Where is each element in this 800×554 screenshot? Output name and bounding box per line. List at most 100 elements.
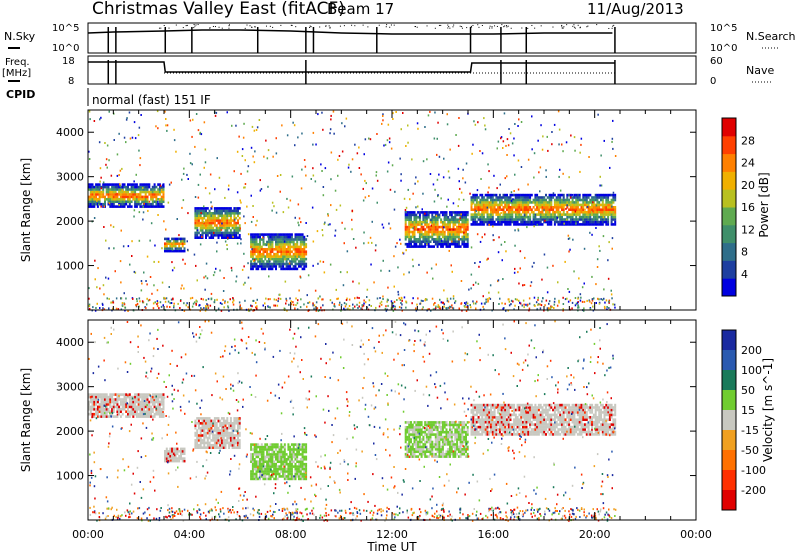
heat-cell <box>525 196 528 199</box>
ground-cell <box>343 302 346 305</box>
heat-cell <box>196 221 199 225</box>
ground-cell <box>460 302 462 305</box>
heat-cell <box>91 398 94 401</box>
scatter-cell <box>350 170 352 173</box>
scatter-cell <box>551 131 553 133</box>
scatter-cell <box>210 292 213 295</box>
heat-cell <box>262 450 265 454</box>
scatter-cell <box>371 187 374 190</box>
scatter-cell <box>405 145 407 147</box>
heat-cell <box>278 260 281 263</box>
ground-cell <box>213 301 216 304</box>
heat-cell <box>568 201 571 204</box>
heat-cell <box>502 215 505 219</box>
heat-cell <box>176 457 179 460</box>
heat-cell <box>410 230 412 234</box>
ground-cell <box>297 299 299 302</box>
heat-cell <box>273 465 276 468</box>
scatter-cell <box>323 223 326 226</box>
heat-cell <box>433 245 435 248</box>
heat-cell <box>440 211 443 214</box>
scatter-cell <box>386 139 389 142</box>
heat-cell <box>109 410 112 413</box>
scatter-cell <box>163 185 165 188</box>
scatter-cell <box>571 193 574 196</box>
heat-cell <box>466 242 469 246</box>
heat-cell <box>208 231 211 235</box>
heat-cell <box>89 398 92 401</box>
nsearch-dot <box>472 24 474 26</box>
scatter-cell <box>231 124 233 127</box>
scatter-cell <box>382 259 384 262</box>
heat-cell <box>425 213 428 217</box>
heat-cell <box>273 252 276 256</box>
heat-cell <box>592 218 595 221</box>
heat-cell <box>171 242 174 245</box>
heat-cell <box>109 183 112 186</box>
heat-cell <box>447 220 450 224</box>
heat-cell <box>607 218 610 221</box>
scatter-cell <box>233 170 235 173</box>
heat-cell <box>283 233 286 236</box>
heat-cell <box>93 190 96 194</box>
heat-cell <box>157 395 160 399</box>
heat-cell <box>102 193 105 196</box>
heat-cell <box>536 193 539 197</box>
heat-cell <box>591 196 594 199</box>
ground-cell <box>285 302 287 305</box>
heat-cell <box>134 408 137 411</box>
heat-cell <box>461 218 464 221</box>
scatter-cell <box>546 135 548 138</box>
heat-cell <box>93 412 96 416</box>
heat-cell <box>148 190 151 194</box>
heat-cell <box>287 250 290 253</box>
heat-cell <box>213 417 216 420</box>
scatter-cell <box>460 280 463 282</box>
heat-cell <box>493 206 496 209</box>
scatter-cell <box>291 175 294 178</box>
heat-cell <box>250 262 253 266</box>
ground-cell <box>590 302 593 305</box>
heat-cell <box>298 262 300 266</box>
scatter-cell <box>458 198 460 201</box>
scatter-cell <box>170 302 173 304</box>
heat-cell <box>450 230 453 234</box>
heat-cell <box>262 448 265 451</box>
scatter-cell <box>492 225 494 228</box>
heat-cell <box>504 201 507 204</box>
heat-cell <box>610 210 613 214</box>
scatter-cell <box>526 226 528 229</box>
heat-cell <box>482 206 485 209</box>
heat-cell <box>89 200 92 203</box>
heat-cell <box>404 220 407 224</box>
heat-cell <box>134 200 137 203</box>
heat-cell <box>153 188 156 191</box>
heat-cell <box>150 408 153 411</box>
nsearch-dot <box>561 27 563 29</box>
heat-cell <box>96 190 99 194</box>
heat-cell <box>137 198 140 201</box>
heat-cell <box>603 218 606 221</box>
heat-cell <box>219 209 222 213</box>
heat-cell <box>529 218 532 221</box>
heat-cell <box>212 436 215 440</box>
heat-cell <box>229 439 232 442</box>
heat-cell <box>174 244 177 248</box>
scatter-cell <box>443 226 445 229</box>
heat-cell <box>267 260 270 263</box>
scatter-cell <box>387 286 389 289</box>
scatter-cell <box>488 291 490 294</box>
scatter-cell <box>191 135 193 138</box>
heat-cell <box>231 234 234 237</box>
ground-cell <box>292 303 295 306</box>
heat-cell <box>614 208 617 211</box>
heat-cell <box>303 250 306 253</box>
ground-cell <box>229 298 231 301</box>
scatter-cell <box>305 174 307 177</box>
heat-cell <box>203 417 206 420</box>
heat-cell <box>282 262 285 266</box>
heat-cell <box>238 234 241 237</box>
heat-cell <box>571 203 574 207</box>
heat-cell <box>301 260 304 263</box>
scatter-cell <box>579 151 581 154</box>
